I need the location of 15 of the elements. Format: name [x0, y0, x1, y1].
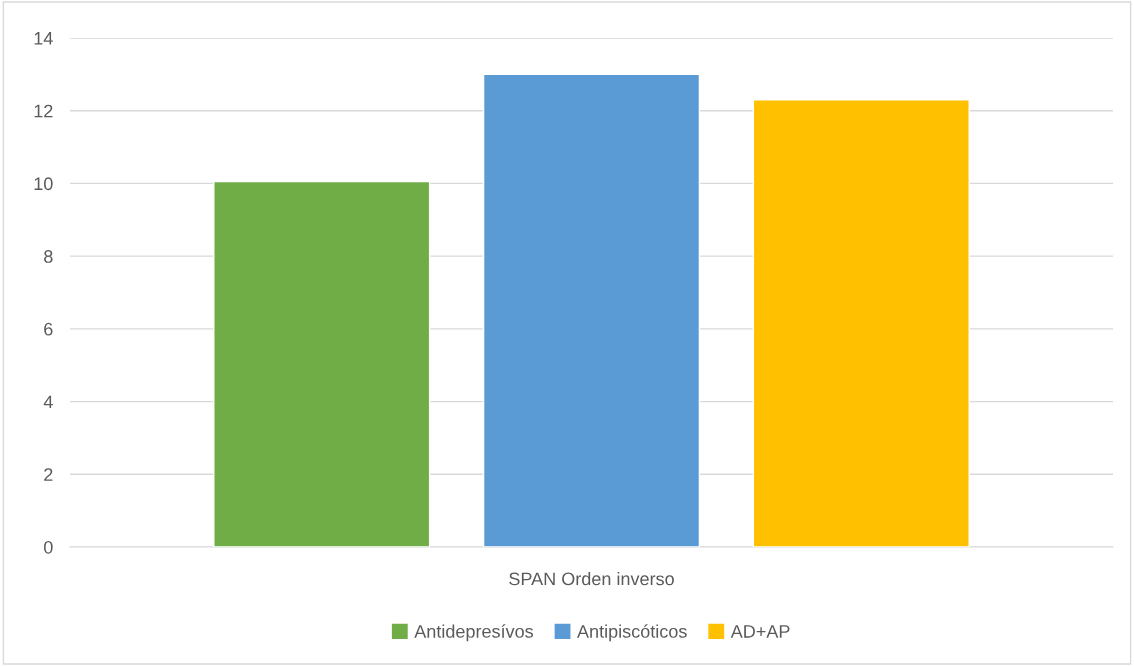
y-tick-label: 2 [44, 468, 53, 481]
y-tick-label: 14 [34, 32, 53, 45]
bar [482, 73, 701, 547]
y-tick-label: 0 [44, 540, 53, 554]
y-tick-label: 12 [34, 104, 53, 118]
legend-label: Antidepresívos [414, 624, 534, 642]
legend-label: AD+AP [730, 625, 790, 638]
bar [213, 180, 431, 547]
y-tick-label: 8 [44, 250, 53, 263]
legend-label: Antipiscóticos [577, 624, 687, 642]
y-tick-label: 10 [34, 177, 53, 191]
x-tick-label: SPAN Orden inverso [509, 572, 674, 586]
y-tick-label: 6 [44, 322, 53, 336]
bar [752, 99, 970, 547]
y-tick-label: 4 [43, 395, 53, 409]
